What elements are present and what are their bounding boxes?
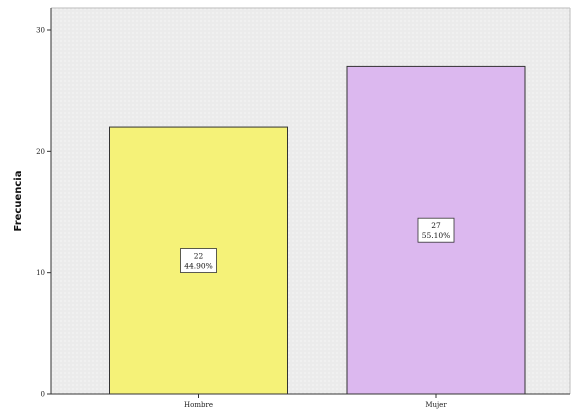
y-axis-title: Frecuencia	[13, 171, 24, 232]
data-label-box	[180, 248, 217, 273]
x-axis-ticks: Hombre Mujer	[184, 394, 447, 409]
data-label-count: 27	[431, 221, 441, 230]
y-tick-label: 10	[36, 269, 45, 277]
data-label-percent: 44.90%	[184, 262, 213, 271]
y-axis-ticks: 0 10 20 30	[36, 27, 51, 399]
y-tick-label: 30	[36, 27, 45, 35]
x-tick-label: Hombre	[184, 401, 213, 409]
data-label-count: 22	[194, 252, 204, 261]
data-label-percent: 55.10%	[422, 231, 451, 240]
data-label-box	[417, 217, 455, 243]
y-tick-label: 20	[36, 148, 45, 156]
x-tick-label: Mujer	[425, 401, 447, 409]
y-tick-label: 0	[41, 391, 45, 399]
